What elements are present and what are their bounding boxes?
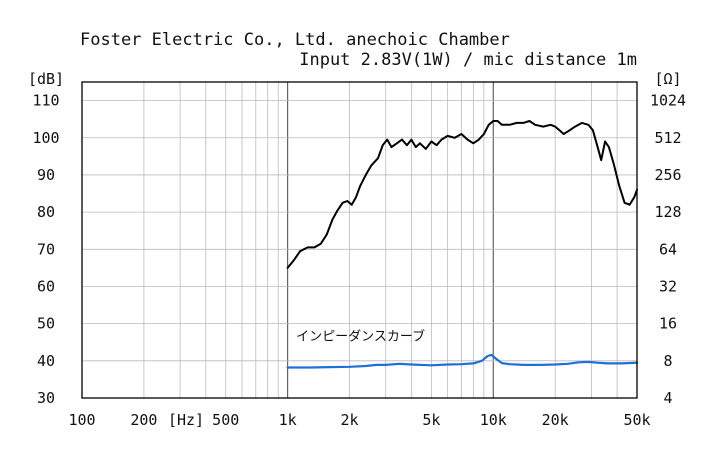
y-left-tick-label: 80	[37, 203, 55, 221]
y-right-tick-label: 512	[654, 129, 681, 147]
y-right-tick-label: 8	[663, 352, 672, 370]
y-right-tick-label: 256	[654, 166, 681, 184]
series-layer: インピーダンスカーブ	[286, 120, 639, 369]
y-left-tick-label: 60	[37, 277, 55, 295]
y-right-tick-label: 64	[659, 240, 677, 258]
x-tick-label: 20k	[542, 411, 569, 429]
impedance-curve-label: インピーダンスカーブ	[296, 328, 425, 344]
y-right-axis-ticks: 4 8 16 32 64 128 256 512 1024	[650, 92, 686, 407]
x-tick-label: 200	[130, 411, 157, 429]
plot-frame	[81, 81, 638, 399]
spl-response-line	[286, 120, 638, 269]
x-unit-label: [Hz]	[168, 411, 204, 429]
y-left-axis-ticks: 30 40 50 60 70 80 90 100 110	[32, 92, 59, 407]
y-left-tick-label: 110	[32, 92, 59, 110]
y-left-unit-label: [dB]	[28, 70, 64, 88]
y-right-tick-label: 1024	[650, 92, 686, 110]
chart-title-line2: Input 2.83V(1W) / mic distance 1m	[299, 50, 637, 70]
y-right-unit-label: [Ω]	[654, 70, 681, 88]
y-left-tick-label: 70	[37, 240, 55, 258]
x-tick-label: 50k	[623, 411, 650, 429]
y-right-tick-label: 16	[659, 315, 677, 333]
x-tick-label: 5k	[422, 411, 440, 429]
impedance-curve-line	[286, 353, 639, 369]
y-right-tick-label: 4	[663, 389, 672, 407]
y-right-tick-label: 32	[659, 277, 677, 295]
chart-title-line1: Foster Electric Co., Ltd. anechoic Chamb…	[80, 30, 510, 50]
x-tick-label: 1k	[279, 411, 297, 429]
y-right-tick-label: 128	[654, 203, 681, 221]
y-left-tick-label: 100	[32, 129, 59, 147]
y-left-tick-label: 30	[37, 389, 55, 407]
x-tick-label: 100	[68, 411, 95, 429]
grid	[82, 82, 637, 398]
x-tick-label: 500	[212, 411, 239, 429]
y-left-tick-label: 90	[37, 166, 55, 184]
x-axis-ticks: 100 200 500 1k 2k 5k 10k 20k 50k	[68, 411, 650, 429]
y-left-tick-label: 40	[37, 352, 55, 370]
y-left-tick-label: 50	[37, 315, 55, 333]
x-tick-label: 10k	[480, 411, 507, 429]
x-tick-label: 2k	[341, 411, 359, 429]
